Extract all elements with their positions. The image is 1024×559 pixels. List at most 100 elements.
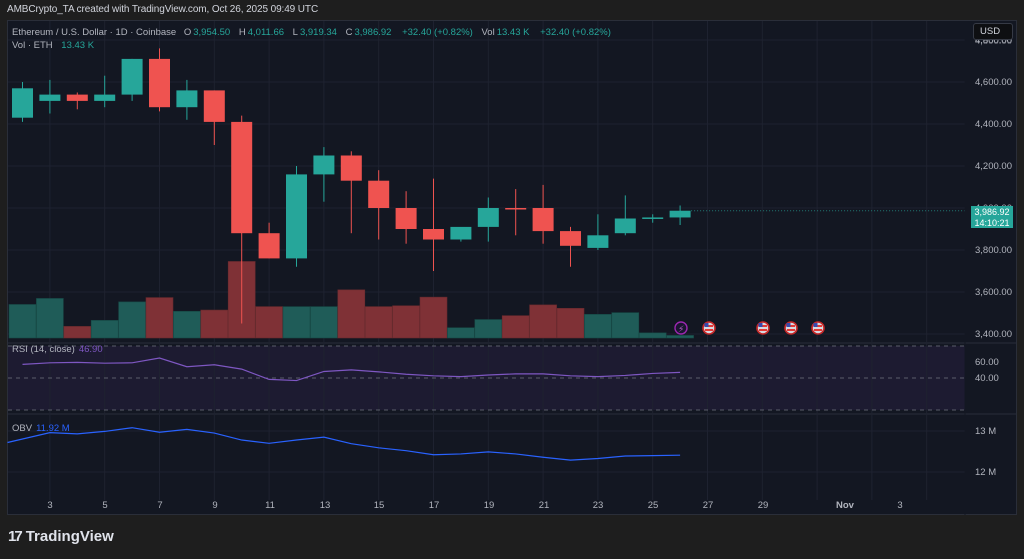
time-axis-label: 21 (539, 500, 550, 511)
currency-button[interactable]: USD (973, 23, 1013, 40)
chart-frame (7, 20, 1017, 515)
obv-axis-label: 13 M (975, 426, 996, 437)
volume-bar (337, 289, 366, 339)
high-label: H (238, 27, 246, 38)
rsi-value: 46.90 (78, 344, 103, 355)
volume-bar (200, 309, 229, 339)
volume-bar (90, 320, 119, 339)
tradingview-logo-icon: 17 (8, 528, 23, 545)
volume-bar (501, 315, 530, 339)
last-price-tag: 3,986.92 14:10:21 (971, 206, 1013, 228)
time-axis-label: 11 (265, 500, 275, 511)
volume-bar (255, 306, 283, 339)
candle-up (39, 94, 61, 101)
candle-up (614, 218, 636, 234)
time-axis-label: 17 (429, 500, 440, 511)
flag-canton (758, 323, 763, 327)
candle-up (12, 88, 33, 118)
flag-stripe (705, 325, 713, 327)
candle-down (560, 231, 581, 246)
candle-up (313, 155, 335, 175)
rsi-axis-label: 40.00 (975, 373, 999, 384)
time-axis-label: 29 (758, 500, 769, 511)
symbol-legend: Ethereum / U.S. Dollar · 1D · Coinbase O… (12, 26, 617, 52)
volume-bar (8, 304, 37, 339)
volume-indicator-value: 13.43 K (61, 40, 95, 51)
volume-bar (36, 298, 64, 339)
volume-bar (556, 308, 585, 339)
price-axis-label: 4,600.00 (975, 77, 1012, 88)
change-value: +32.40 (+0.82%) (402, 27, 473, 38)
obv-legend[interactable]: OBV 11.92 M (12, 423, 70, 434)
volume-bar (447, 327, 475, 339)
candle-up (669, 210, 691, 218)
candle-up (587, 235, 609, 248)
volume-bar (584, 314, 612, 339)
price-axis-label: 4,800.00 (975, 35, 1012, 46)
rsi-legend[interactable]: RSI (14, close) 46.90 (12, 344, 103, 355)
candle-down (66, 94, 88, 101)
obv-line (7, 427, 681, 461)
change-value-2: +32.40 (+0.82%) (540, 27, 611, 38)
candle-down (368, 180, 390, 208)
volume-bar (118, 301, 146, 339)
volume-bar (638, 332, 667, 339)
close-label: C (345, 27, 353, 38)
vol-value: 13.43 K (496, 27, 530, 38)
candle-down (340, 155, 362, 181)
low-label: L (292, 27, 298, 38)
candle-down (395, 208, 417, 229)
volume-bar (282, 306, 311, 339)
time-axis-label: 23 (593, 500, 604, 511)
volume-bar (364, 306, 393, 339)
flag-stripe (759, 325, 767, 327)
rsi-band (8, 346, 965, 410)
volume-bar (63, 326, 92, 339)
obv-label: OBV (12, 423, 33, 434)
lightning-glyph: ⚡ (678, 324, 684, 334)
time-axis-label: 25 (648, 500, 659, 511)
candle-up (450, 226, 472, 240)
symbol-title[interactable]: Ethereum / U.S. Dollar · 1D · Coinbase (12, 27, 177, 38)
candle-down (149, 58, 170, 108)
open-label: O (183, 27, 192, 38)
volume-bar (611, 312, 640, 339)
time-axis-label: 15 (374, 500, 385, 511)
tradingview-logo: 17 TradingView (8, 528, 114, 545)
flag-stripe (705, 329, 713, 331)
price-axis-label: 3,400.00 (975, 329, 1012, 340)
candle-up (176, 90, 198, 108)
time-axis-label: 27 (703, 500, 714, 511)
lightning-event-icon (674, 321, 688, 335)
price-axis-label: 4,800.00 (975, 36, 1012, 47)
time-axis-label: 5 (102, 500, 107, 511)
volume-indicator-label[interactable]: Vol · ETH (12, 40, 53, 51)
candle-up (94, 94, 116, 101)
price-axis-label: 3,600.00 (975, 287, 1012, 298)
price-axis-label: 4,400.00 (975, 119, 1012, 130)
flag-stripe (759, 329, 767, 331)
flag-canton (786, 323, 791, 327)
chart-credit: AMBCrypto_TA created with TradingView.co… (7, 4, 319, 15)
candle-up (642, 217, 664, 219)
flag-canton (704, 323, 709, 327)
volume-bar (474, 319, 503, 339)
volume-bar (419, 296, 448, 339)
candle-down (258, 233, 280, 259)
candle-up (286, 174, 307, 259)
price-axis-label: 4,200.00 (975, 161, 1012, 172)
volume-bar (392, 305, 420, 339)
flag-stripe (814, 329, 822, 331)
time-axis-label: Nov (836, 500, 855, 511)
high-value: 4,011.66 (247, 27, 285, 38)
time-axis-label: 13 (320, 500, 331, 511)
flag-canton (813, 323, 818, 327)
flag-stripe (787, 325, 795, 327)
candle-up (477, 208, 499, 227)
time-axis-label: 3 (47, 500, 52, 511)
flag-stripe (787, 329, 795, 331)
obv-axis-label: 12 M (975, 467, 996, 478)
low-value: 3,919.34 (299, 27, 337, 38)
volume-row: Vol · ETH 13.43 K (12, 39, 617, 52)
